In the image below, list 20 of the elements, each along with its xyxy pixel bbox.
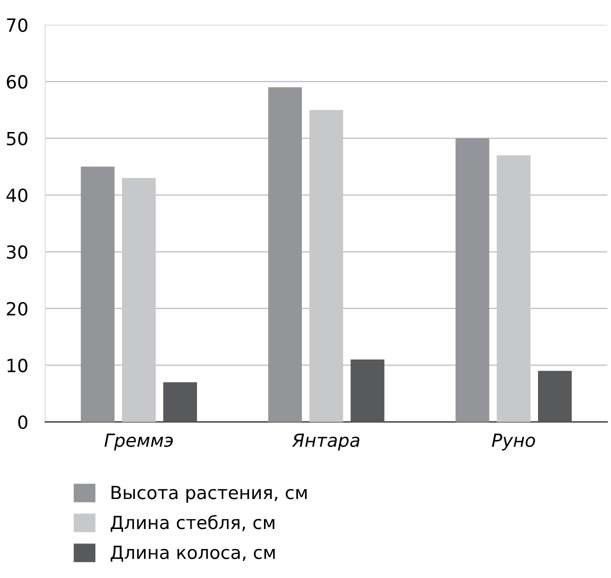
x-tick-label: Янтара xyxy=(292,434,360,451)
legend-label: Длина стебля, см xyxy=(110,514,274,532)
bar xyxy=(538,370,572,422)
y-tick-label: 60 xyxy=(6,75,28,89)
bar xyxy=(350,360,384,422)
x-tick-label: Греммэ xyxy=(104,434,173,451)
y-tick-label: 10 xyxy=(8,358,28,372)
y-tick-label: 40 xyxy=(6,188,28,202)
y-tick-label: 30 xyxy=(6,245,28,259)
legend-label: Длина колоса, см xyxy=(110,546,275,562)
x-tick-label: Руно xyxy=(492,434,536,451)
bar xyxy=(80,166,115,422)
bar xyxy=(456,138,490,422)
bar xyxy=(163,382,197,422)
bar xyxy=(268,87,302,422)
y-tick-label: 70 xyxy=(7,18,28,32)
y-tick-label: 20 xyxy=(6,302,28,316)
legend-label: Высота растения, см xyxy=(112,486,307,503)
y-tick-label: 50 xyxy=(6,132,28,146)
y-tick-label: 0 xyxy=(18,415,28,430)
